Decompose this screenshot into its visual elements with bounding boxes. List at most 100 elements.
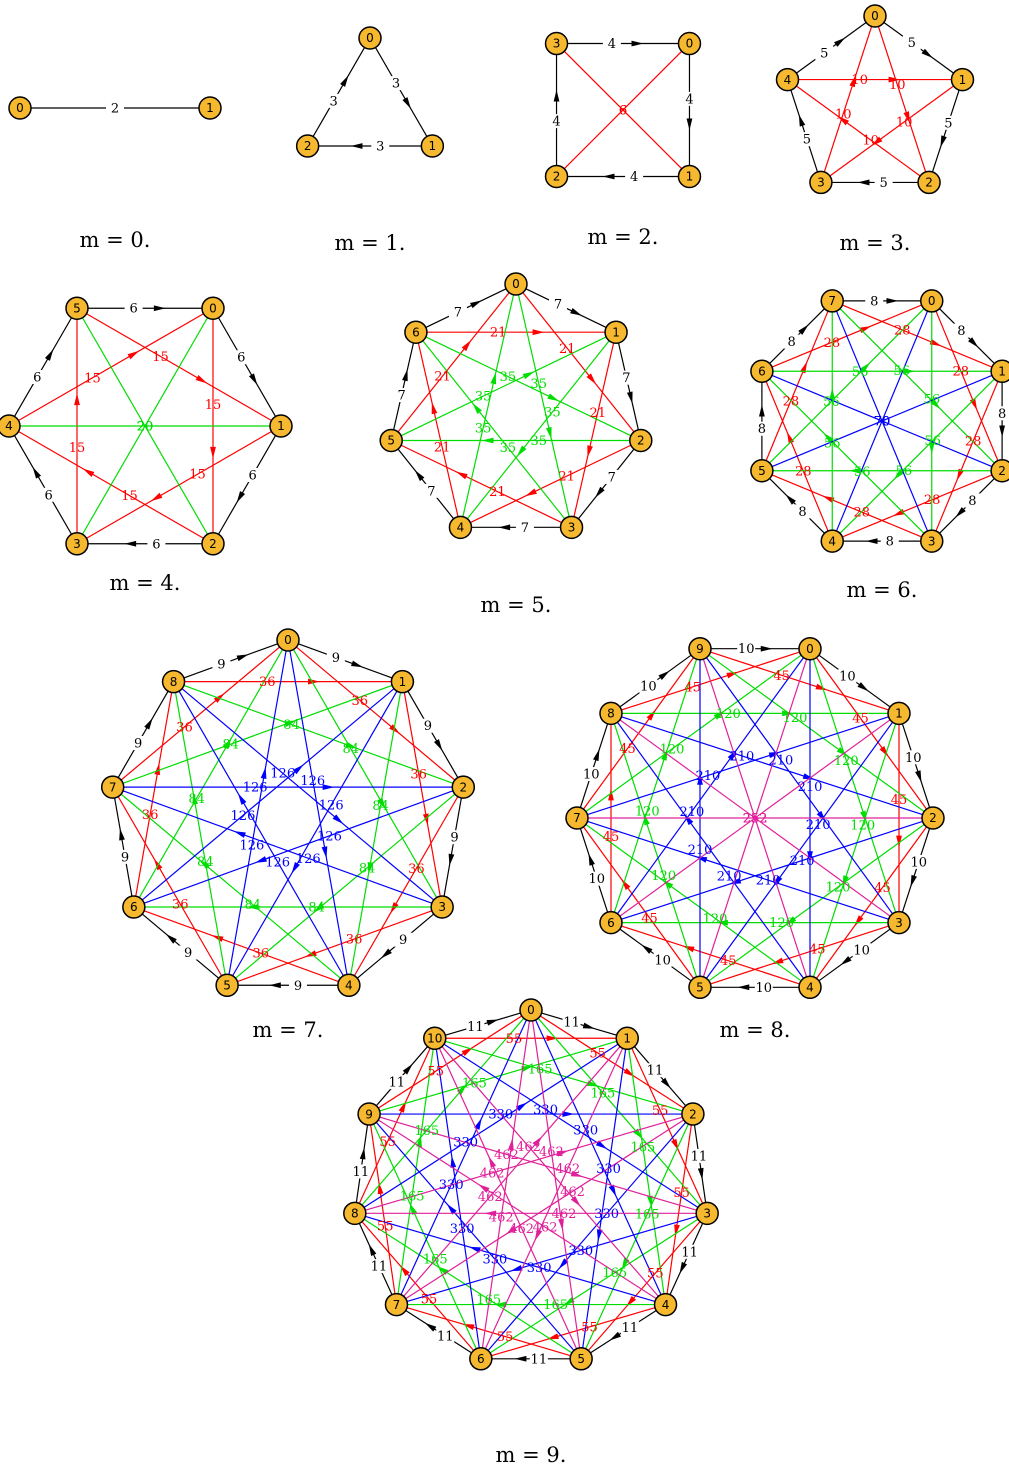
edge-arrow [165, 933, 177, 944]
edge-weight-label: 11 [371, 1260, 388, 1275]
edge-weight-label: 126 [265, 855, 290, 870]
edge-arrow [760, 645, 773, 652]
edge-weight-label: 462 [516, 1140, 541, 1155]
edge-arrow [553, 89, 560, 102]
edge-label-bg [369, 1259, 388, 1274]
edge-label-bg [993, 406, 1009, 421]
edge-label-bg [515, 520, 534, 535]
edge-label-bg [737, 641, 756, 656]
edge-weight-label: 10 [905, 751, 922, 766]
edge-weight-label: 210 [806, 818, 831, 833]
edge-weight-label: 6 [619, 104, 627, 119]
edge-arrow [433, 739, 443, 751]
edge-weight-label: 8 [886, 535, 894, 550]
edge-weight-label: 56 [893, 364, 910, 379]
edge-weight-label: 252 [743, 812, 768, 827]
vertex-circle [921, 806, 945, 830]
edge-weight-label: 165 [462, 1077, 487, 1092]
edge-weight-label: 462 [533, 1221, 558, 1236]
vertex-2: 2 [917, 170, 941, 195]
edge-arrow [461, 1047, 474, 1056]
edge-arrow [587, 445, 593, 458]
edge-arrow [930, 398, 941, 410]
edge-arrow [525, 488, 537, 497]
edge-arrow [928, 442, 935, 455]
edge-step-4 [363, 1043, 619, 1208]
vertex-label: 3 [928, 534, 936, 548]
edge-weight-label: 330 [527, 1261, 552, 1276]
edge-weight-label: 84 [372, 799, 389, 814]
edge-step-2 [587, 1221, 701, 1351]
edge-weight-label: 120 [716, 707, 741, 722]
edge-weight-label: 330 [453, 1136, 478, 1151]
edge-step-2 [135, 692, 173, 897]
edge-weight-label: 120 [635, 804, 660, 819]
nodes: 0 1 2 3 [544, 31, 702, 189]
edge-arrow [321, 846, 328, 859]
edge-weight-label: 126 [300, 774, 325, 789]
vertex-circle [337, 973, 361, 998]
vertex-label: 6 [477, 1352, 485, 1366]
edge-weight-label: 55 [506, 1032, 523, 1047]
edge-arrow [127, 350, 140, 360]
vertex-label: 3 [703, 1207, 711, 1221]
vertex-2: 2 [629, 428, 653, 453]
edge-arrow [829, 387, 836, 400]
edge-weight-label: 7 [608, 470, 616, 485]
edge-weight-label: 35 [500, 370, 517, 385]
vertex-7: 7 [384, 1292, 409, 1317]
edge-weight-label: 462 [555, 1162, 580, 1177]
edge-arrow [679, 1261, 688, 1274]
edge-arrow [686, 118, 693, 131]
edge-arrow [865, 538, 878, 544]
edge-weight-label: 21 [489, 485, 506, 500]
edge-arrow [350, 660, 364, 668]
edge-weight-label: 36 [259, 675, 276, 690]
vertex-label: 0 [871, 9, 879, 23]
edge-arrow [562, 1111, 575, 1117]
vertex-5: 5 [569, 1347, 593, 1371]
vertex-circle [276, 628, 300, 652]
caption: m = 2. [588, 225, 659, 249]
edge-arrow [608, 788, 614, 801]
vertex-label: 8 [170, 675, 178, 689]
vertex-label: 9 [365, 1107, 373, 1121]
vertex-5: 5 [65, 296, 89, 320]
edge-weight-label: 10 [738, 642, 755, 657]
edge-label-bg [448, 304, 467, 319]
edge-step-2 [361, 1221, 475, 1351]
edge-label-bg [387, 76, 406, 91]
edge-step-3 [517, 294, 570, 517]
edge-step-3 [373, 1123, 477, 1350]
vertex-label: 0 [527, 1003, 535, 1017]
edge-weight-label: 28 [965, 435, 982, 450]
edge-weight-label: 7 [521, 521, 529, 536]
edge-weight-label: 10 [851, 73, 868, 88]
edge-weight-label: 3 [376, 140, 384, 155]
edge-weight-label: 252 [743, 812, 768, 827]
edge-step-1 [901, 828, 931, 913]
edge-arrow [402, 1063, 413, 1075]
edge-weight-label: 10 [835, 107, 852, 122]
edge-labels: 3 3 3 [324, 76, 406, 155]
edge-label-bg [529, 1351, 548, 1366]
edge-label-bg [639, 679, 658, 694]
edge-arrow [893, 469, 905, 480]
edge-arrow [671, 1138, 679, 1151]
edge-arrow [292, 764, 304, 775]
edge-weight-label: 15 [69, 441, 86, 456]
edge-weight-label: 10 [583, 768, 600, 783]
edge-weight-label: 6 [152, 537, 160, 552]
edge-weight-label: 165 [423, 1252, 448, 1267]
vertex-0: 0 [519, 998, 543, 1022]
edge-arrow [516, 445, 527, 457]
edge-weight-label: 28 [783, 394, 800, 409]
edge-weight-label: 11 [563, 1015, 580, 1030]
edge-arrow [238, 793, 247, 805]
edge-step-1 [443, 797, 462, 897]
vertex-3: 3 [65, 532, 89, 556]
edge-weight-label: 35 [530, 434, 547, 449]
edge-weight-label: 84 [222, 738, 239, 753]
vertex-circle [695, 1201, 719, 1226]
